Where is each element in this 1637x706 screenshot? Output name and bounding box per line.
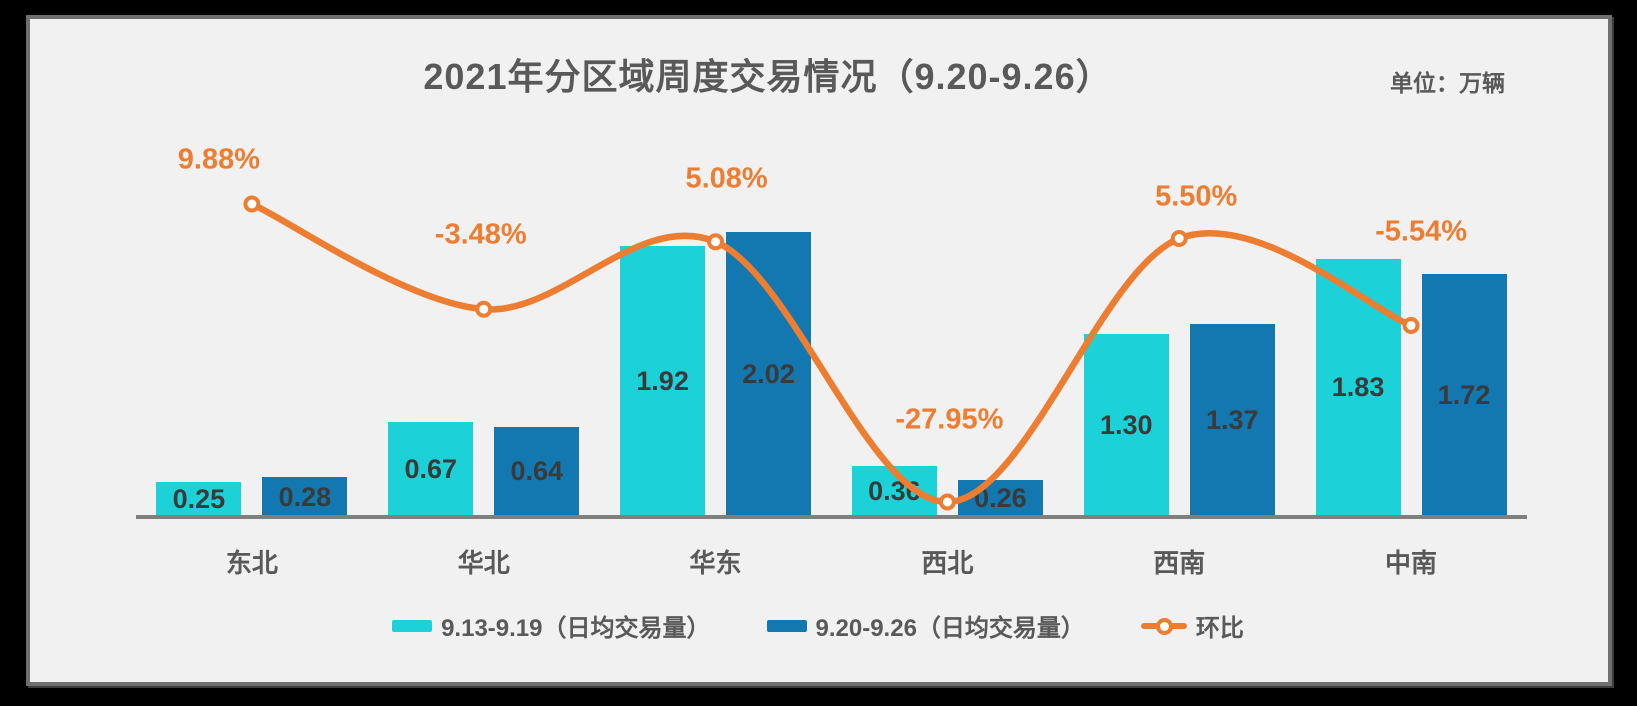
- bar-series2-华北: 0.64: [494, 426, 580, 517]
- bar-value-label: 0.26: [974, 483, 1027, 514]
- bar-value-label: 0.36: [868, 476, 921, 507]
- category-label-华北: 华北: [457, 548, 510, 578]
- bar-series2-华东: 2.02: [726, 231, 812, 517]
- ratio-label-西南: 5.50%: [1155, 180, 1238, 212]
- bar-series2-西北: 0.26: [957, 480, 1043, 517]
- bar-value-label: 1.30: [1099, 409, 1153, 440]
- chart-title: 2021年分区域周度交易情况（9.20-9.26）: [423, 56, 1113, 97]
- ratio-label-中南: -5.54%: [1375, 215, 1468, 248]
- legend-swatch-week1: [392, 619, 433, 632]
- legend-item-week1: 9.13-9.19（日均交易量）: [392, 608, 711, 643]
- bar-series1-西北: 0.36: [851, 466, 937, 517]
- category-label-中南: 中南: [1385, 548, 1438, 578]
- legend-swatch-week2: [766, 619, 807, 632]
- bar-series2-西南: 1.37: [1189, 323, 1275, 517]
- legend: 9.13-9.19（日均交易量） 9.20-9.26（日均交易量） 环比: [26, 608, 1610, 643]
- bar-series1-西南: 1.30: [1083, 333, 1169, 517]
- category-label-西南: 西南: [1153, 548, 1206, 578]
- bar-series2-东北: 0.28: [262, 477, 348, 517]
- legend-label-week2: 9.20-9.26（日均交易量）: [815, 615, 1085, 642]
- bar-value-label: 1.92: [636, 366, 689, 397]
- bar-series2-中南: 1.72: [1421, 274, 1507, 517]
- ratio-label-华东: 5.08%: [685, 162, 768, 195]
- ratio-label-华北: -3.48%: [434, 218, 527, 251]
- bar-value-label: 1.37: [1205, 404, 1259, 435]
- legend-item-week2: 9.20-9.26（日均交易量）: [766, 608, 1085, 643]
- legend-label-week1: 9.13-9.19（日均交易量）: [441, 615, 711, 642]
- bar-series1-东北: 0.25: [156, 481, 242, 517]
- legend-label-ratio: 环比: [1195, 615, 1244, 642]
- ratio-label-西北: -27.95%: [895, 403, 1004, 436]
- bar-series1-中南: 1.83: [1315, 258, 1401, 517]
- bar-value-label: 0.28: [278, 481, 332, 512]
- legend-item-ratio: 环比: [1140, 608, 1244, 643]
- category-label-东北: 东北: [225, 548, 278, 578]
- legend-line-marker-icon: [1140, 617, 1187, 635]
- unit-label: 单位：万辆: [1390, 70, 1505, 96]
- x-axis-line: [136, 515, 1527, 519]
- bar-series1-华北: 0.67: [388, 422, 474, 517]
- bar-series1-华东: 1.92: [620, 246, 706, 517]
- bar-value-label: 0.67: [404, 454, 458, 485]
- category-label-华东: 华东: [689, 548, 742, 578]
- bar-value-label: 1.72: [1437, 380, 1491, 411]
- bar-value-label: 2.02: [742, 358, 795, 389]
- category-label-西北: 西北: [921, 548, 974, 578]
- bar-value-label: 0.25: [172, 483, 226, 514]
- bar-value-label: 0.64: [510, 456, 564, 487]
- bar-value-label: 1.83: [1331, 372, 1385, 403]
- ratio-label-东北: 9.88%: [177, 143, 261, 176]
